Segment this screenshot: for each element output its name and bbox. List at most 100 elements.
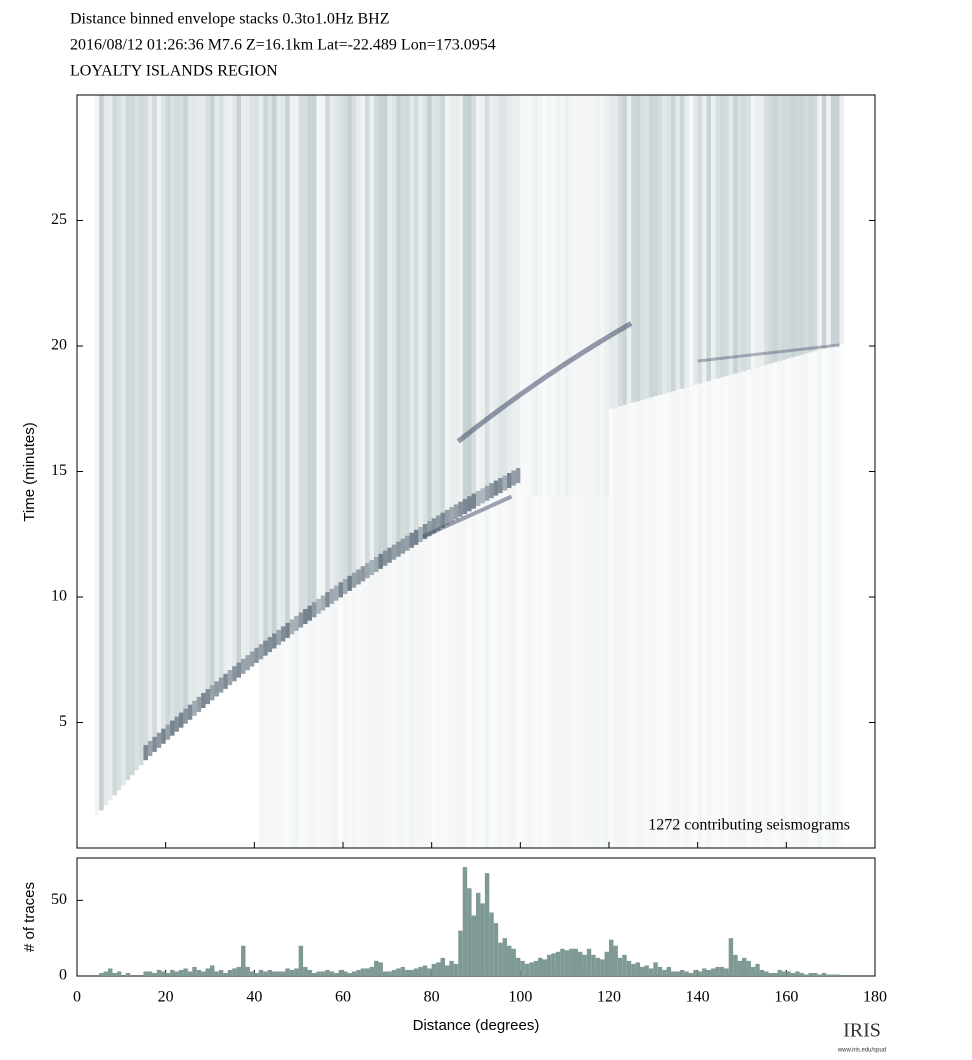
- bar: [347, 972, 352, 976]
- envelope-column: [569, 95, 574, 497]
- bar: [294, 968, 299, 976]
- noise-column: [830, 346, 836, 848]
- bar: [595, 957, 601, 976]
- envelope-column: [480, 95, 485, 504]
- envelope-column: [471, 95, 476, 509]
- noise-column: [360, 581, 366, 848]
- envelope-column: [507, 95, 512, 489]
- noise-column: [591, 496, 596, 848]
- bar: [640, 966, 645, 976]
- first-arrival: [249, 651, 255, 667]
- noise-column: [595, 496, 601, 848]
- noise-column: [689, 386, 693, 848]
- envelope-column: [688, 95, 694, 387]
- envelope-column: [139, 95, 144, 766]
- bar: [480, 903, 485, 976]
- first-arrival: [320, 595, 326, 611]
- bar: [653, 962, 658, 976]
- envelope-column: [196, 95, 202, 712]
- bar: [236, 966, 242, 976]
- envelope-column: [294, 95, 299, 631]
- envelope-column: [631, 95, 636, 403]
- bar: [440, 957, 445, 976]
- envelope-column: [476, 95, 481, 507]
- noise-column: [320, 610, 326, 848]
- noise-column: [409, 547, 414, 848]
- bar: [675, 971, 680, 976]
- bar: [498, 942, 503, 976]
- envelope-column: [724, 95, 729, 377]
- noise-column: [653, 396, 658, 848]
- bar: [613, 945, 618, 976]
- bar: [147, 971, 153, 976]
- envelope-column: [773, 95, 778, 363]
- noise-column: [276, 644, 281, 848]
- noise-column: [755, 367, 760, 848]
- noise-column: [813, 351, 817, 848]
- first-arrival: [232, 666, 237, 682]
- noise-column: [489, 498, 494, 848]
- envelope-column: [626, 95, 632, 404]
- bar: [298, 945, 304, 976]
- bar: [693, 969, 698, 976]
- envelope-column: [400, 95, 406, 554]
- noise-column: [600, 496, 605, 848]
- envelope-column: [112, 95, 117, 796]
- noise-column: [329, 603, 335, 848]
- noise-column: [666, 392, 672, 848]
- chart-region: LOYALTY ISLANDS REGION: [70, 63, 278, 80]
- first-arrival: [507, 472, 512, 489]
- first-arrival: [174, 716, 179, 732]
- envelope-column: [201, 95, 206, 709]
- bar: [462, 867, 468, 976]
- first-arrival: [449, 507, 454, 523]
- envelope-column: [644, 95, 649, 399]
- first-arrival: [254, 647, 259, 663]
- envelope-column: [147, 95, 153, 757]
- noise-column: [413, 544, 419, 848]
- noise-column: [560, 496, 565, 848]
- envelope-column: [272, 95, 277, 649]
- envelope-column: [143, 95, 148, 761]
- bar: [431, 963, 437, 976]
- bar: [214, 971, 219, 976]
- envelope-column: [493, 95, 499, 496]
- bar: [533, 960, 539, 976]
- noise-column: [311, 617, 317, 848]
- first-arrival: [422, 524, 428, 540]
- envelope-column: [755, 95, 760, 368]
- envelope-column: [156, 95, 162, 748]
- noise-column: [631, 402, 635, 848]
- first-arrival: [178, 712, 184, 728]
- envelope-column: [462, 95, 468, 515]
- first-arrival: [329, 588, 335, 604]
- noise-column: [790, 357, 796, 848]
- first-arrival: [263, 640, 268, 656]
- bar: [715, 966, 720, 976]
- envelope-column: [577, 95, 583, 497]
- envelope-column: [187, 95, 193, 720]
- bar: [773, 972, 778, 976]
- envelope-column: [289, 95, 295, 635]
- first-arrival: [289, 619, 295, 635]
- envelope-image: [94, 95, 844, 848]
- noise-column: [840, 343, 844, 848]
- noise-column: [387, 562, 392, 848]
- envelope-column: [573, 95, 578, 497]
- noise-column: [586, 496, 592, 848]
- first-arrival: [152, 736, 157, 752]
- envelope-column: [121, 95, 126, 786]
- noise-column: [280, 641, 286, 848]
- envelope-column: [582, 95, 587, 497]
- bar: [520, 960, 525, 976]
- bar: [808, 972, 813, 976]
- bar: [644, 965, 649, 976]
- envelope-column: [436, 95, 441, 531]
- first-arrival: [356, 569, 361, 585]
- first-arrival: [156, 732, 162, 748]
- noise-column: [453, 519, 459, 848]
- bar: [666, 966, 672, 976]
- bar: [329, 971, 335, 976]
- envelope-column: [795, 95, 800, 357]
- noise-column: [582, 496, 587, 848]
